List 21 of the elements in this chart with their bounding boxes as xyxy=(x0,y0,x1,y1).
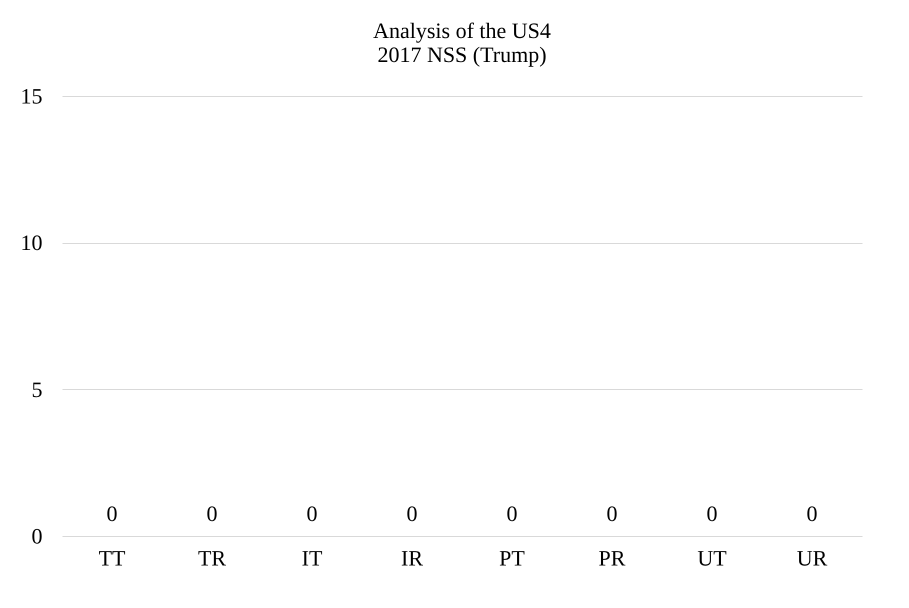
y-tick-label: 0 xyxy=(32,524,42,548)
chart-title: Analysis of the US4 2017 NSS (Trump) xyxy=(373,18,551,67)
data-label: 0 xyxy=(406,501,418,526)
data-label: 0 xyxy=(506,501,518,526)
data-label: 0 xyxy=(206,501,218,526)
y-tick-label: 10 xyxy=(20,230,42,256)
x-tick-label: TT xyxy=(98,546,126,570)
data-label: 0 xyxy=(106,501,118,526)
x-tick-label: UT xyxy=(697,546,728,570)
x-tick-label: PR xyxy=(598,546,626,570)
data-label: 0 xyxy=(806,501,818,526)
x-tick-label: PT xyxy=(499,546,526,570)
y-tick-label: 15 xyxy=(20,84,42,108)
x-tick-label: IR xyxy=(401,546,424,570)
data-label: 0 xyxy=(706,501,718,526)
x-tick-label: TR xyxy=(198,546,226,570)
y-tick-label: 5 xyxy=(32,376,42,402)
x-tick-label: UR xyxy=(796,546,828,570)
data-label: 0 xyxy=(606,501,618,526)
x-tick-label: IT xyxy=(302,546,323,570)
data-label: 0 xyxy=(306,501,318,526)
